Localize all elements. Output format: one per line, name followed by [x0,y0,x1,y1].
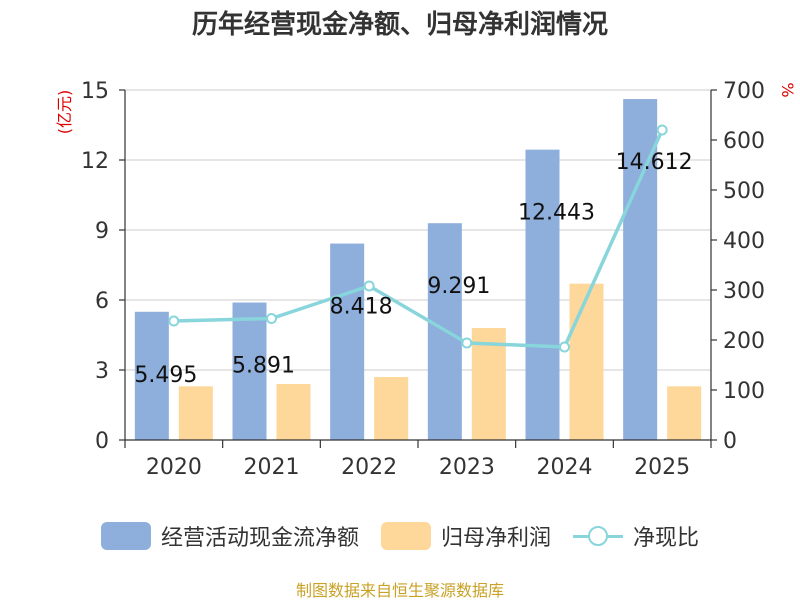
data-label: 5.891 [232,354,295,379]
left-axis-unit: (亿元) [55,90,74,135]
axes: 0 3 6 9 12 15 0 100 200 300 400 500 600 700 2020 2021 20… [55,79,797,480]
right-tick-label: 700 [723,79,765,104]
data-label: 5.495 [134,363,197,388]
data-label: 8.418 [330,295,393,320]
x-tick-label: 2022 [341,455,397,480]
ratio-point [168,315,180,327]
ratio-point [656,124,668,136]
left-tick-label: 12 [81,149,109,174]
right-tick-label: 600 [723,129,765,154]
x-tick-label: 2020 [146,455,202,480]
left-tick-label: 9 [95,219,109,244]
right-axis-unit: % [778,82,797,97]
legend-swatch-operating-cash-flow [100,522,151,550]
legend-item-net-profit[interactable]: 归母净利润 [380,520,551,552]
legend-label-operating-cash-flow: 经营活动现金流净额 [160,526,359,551]
bar-operating-cash-flow [134,311,169,440]
bar-operating-cash-flow [330,243,365,440]
x-tick-label: 2025 [634,455,690,480]
x-tick-label: 2023 [439,455,495,480]
legend-item-cash-ratio[interactable]: 净现比 [573,520,699,552]
left-tick-label: 3 [95,359,109,384]
legend-swatch-cash-ratio [573,522,623,550]
right-tick-label: 100 [723,379,765,404]
left-tick-label: 6 [95,289,109,314]
ratio-line-path [173,129,664,349]
ratio-line [168,124,668,353]
ratio-point [363,280,375,292]
bar-operating-cash-flow [525,149,560,440]
ratio-point [559,341,570,353]
bar-net-profit [667,386,702,440]
grid-lines [125,89,711,371]
ratio-point [266,313,277,324]
chart-title: 历年经营现金净额、归母净利润情况 [191,10,608,40]
data-labels: 5.495 5.891 8.418 9.291 12.443 14.612 [134,150,692,388]
right-tick-label: 0 [723,429,737,454]
legend-label-cash-ratio: 净现比 [633,526,700,551]
x-tick-label: 2021 [244,455,300,480]
right-tick-label: 400 [723,229,765,254]
data-label: 14.612 [616,150,693,175]
legend: 经营活动现金流净额 归母净利润 净现比 [0,518,800,554]
legend-swatch-net-profit [380,522,431,550]
legend-item-operating-cash-flow[interactable]: 经营活动现金流净额 [100,520,359,552]
x-tick-label: 2024 [537,455,593,480]
bar-net-profit [178,386,213,440]
bar-operating-cash-flow [232,302,267,440]
left-tick-label: 0 [95,429,109,454]
legend-label-net-profit: 归母净利润 [440,526,551,551]
bar-net-profit [471,328,506,440]
left-tick-label: 15 [81,79,109,104]
data-label: 12.443 [518,201,595,226]
bar-net-profit [569,283,604,440]
source-note: 制图数据来自恒生聚源数据库 [295,581,504,600]
data-label: 9.291 [427,274,490,299]
bars [134,99,702,440]
ratio-point [461,337,473,349]
right-tick-label: 500 [723,179,765,204]
right-tick-label: 300 [723,279,765,304]
bar-net-profit [374,377,409,440]
right-tick-label: 200 [723,329,765,354]
bar-net-profit [276,384,311,440]
